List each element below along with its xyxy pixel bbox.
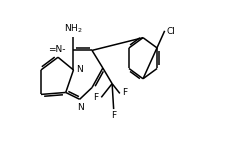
- Text: Cl: Cl: [166, 27, 175, 36]
- Text: F: F: [94, 93, 99, 102]
- Text: F: F: [111, 111, 116, 120]
- Text: NH$_2$: NH$_2$: [64, 23, 83, 35]
- Text: N: N: [76, 65, 83, 74]
- Text: =N-: =N-: [48, 45, 66, 54]
- Text: F: F: [122, 88, 127, 97]
- Text: N: N: [78, 103, 84, 112]
